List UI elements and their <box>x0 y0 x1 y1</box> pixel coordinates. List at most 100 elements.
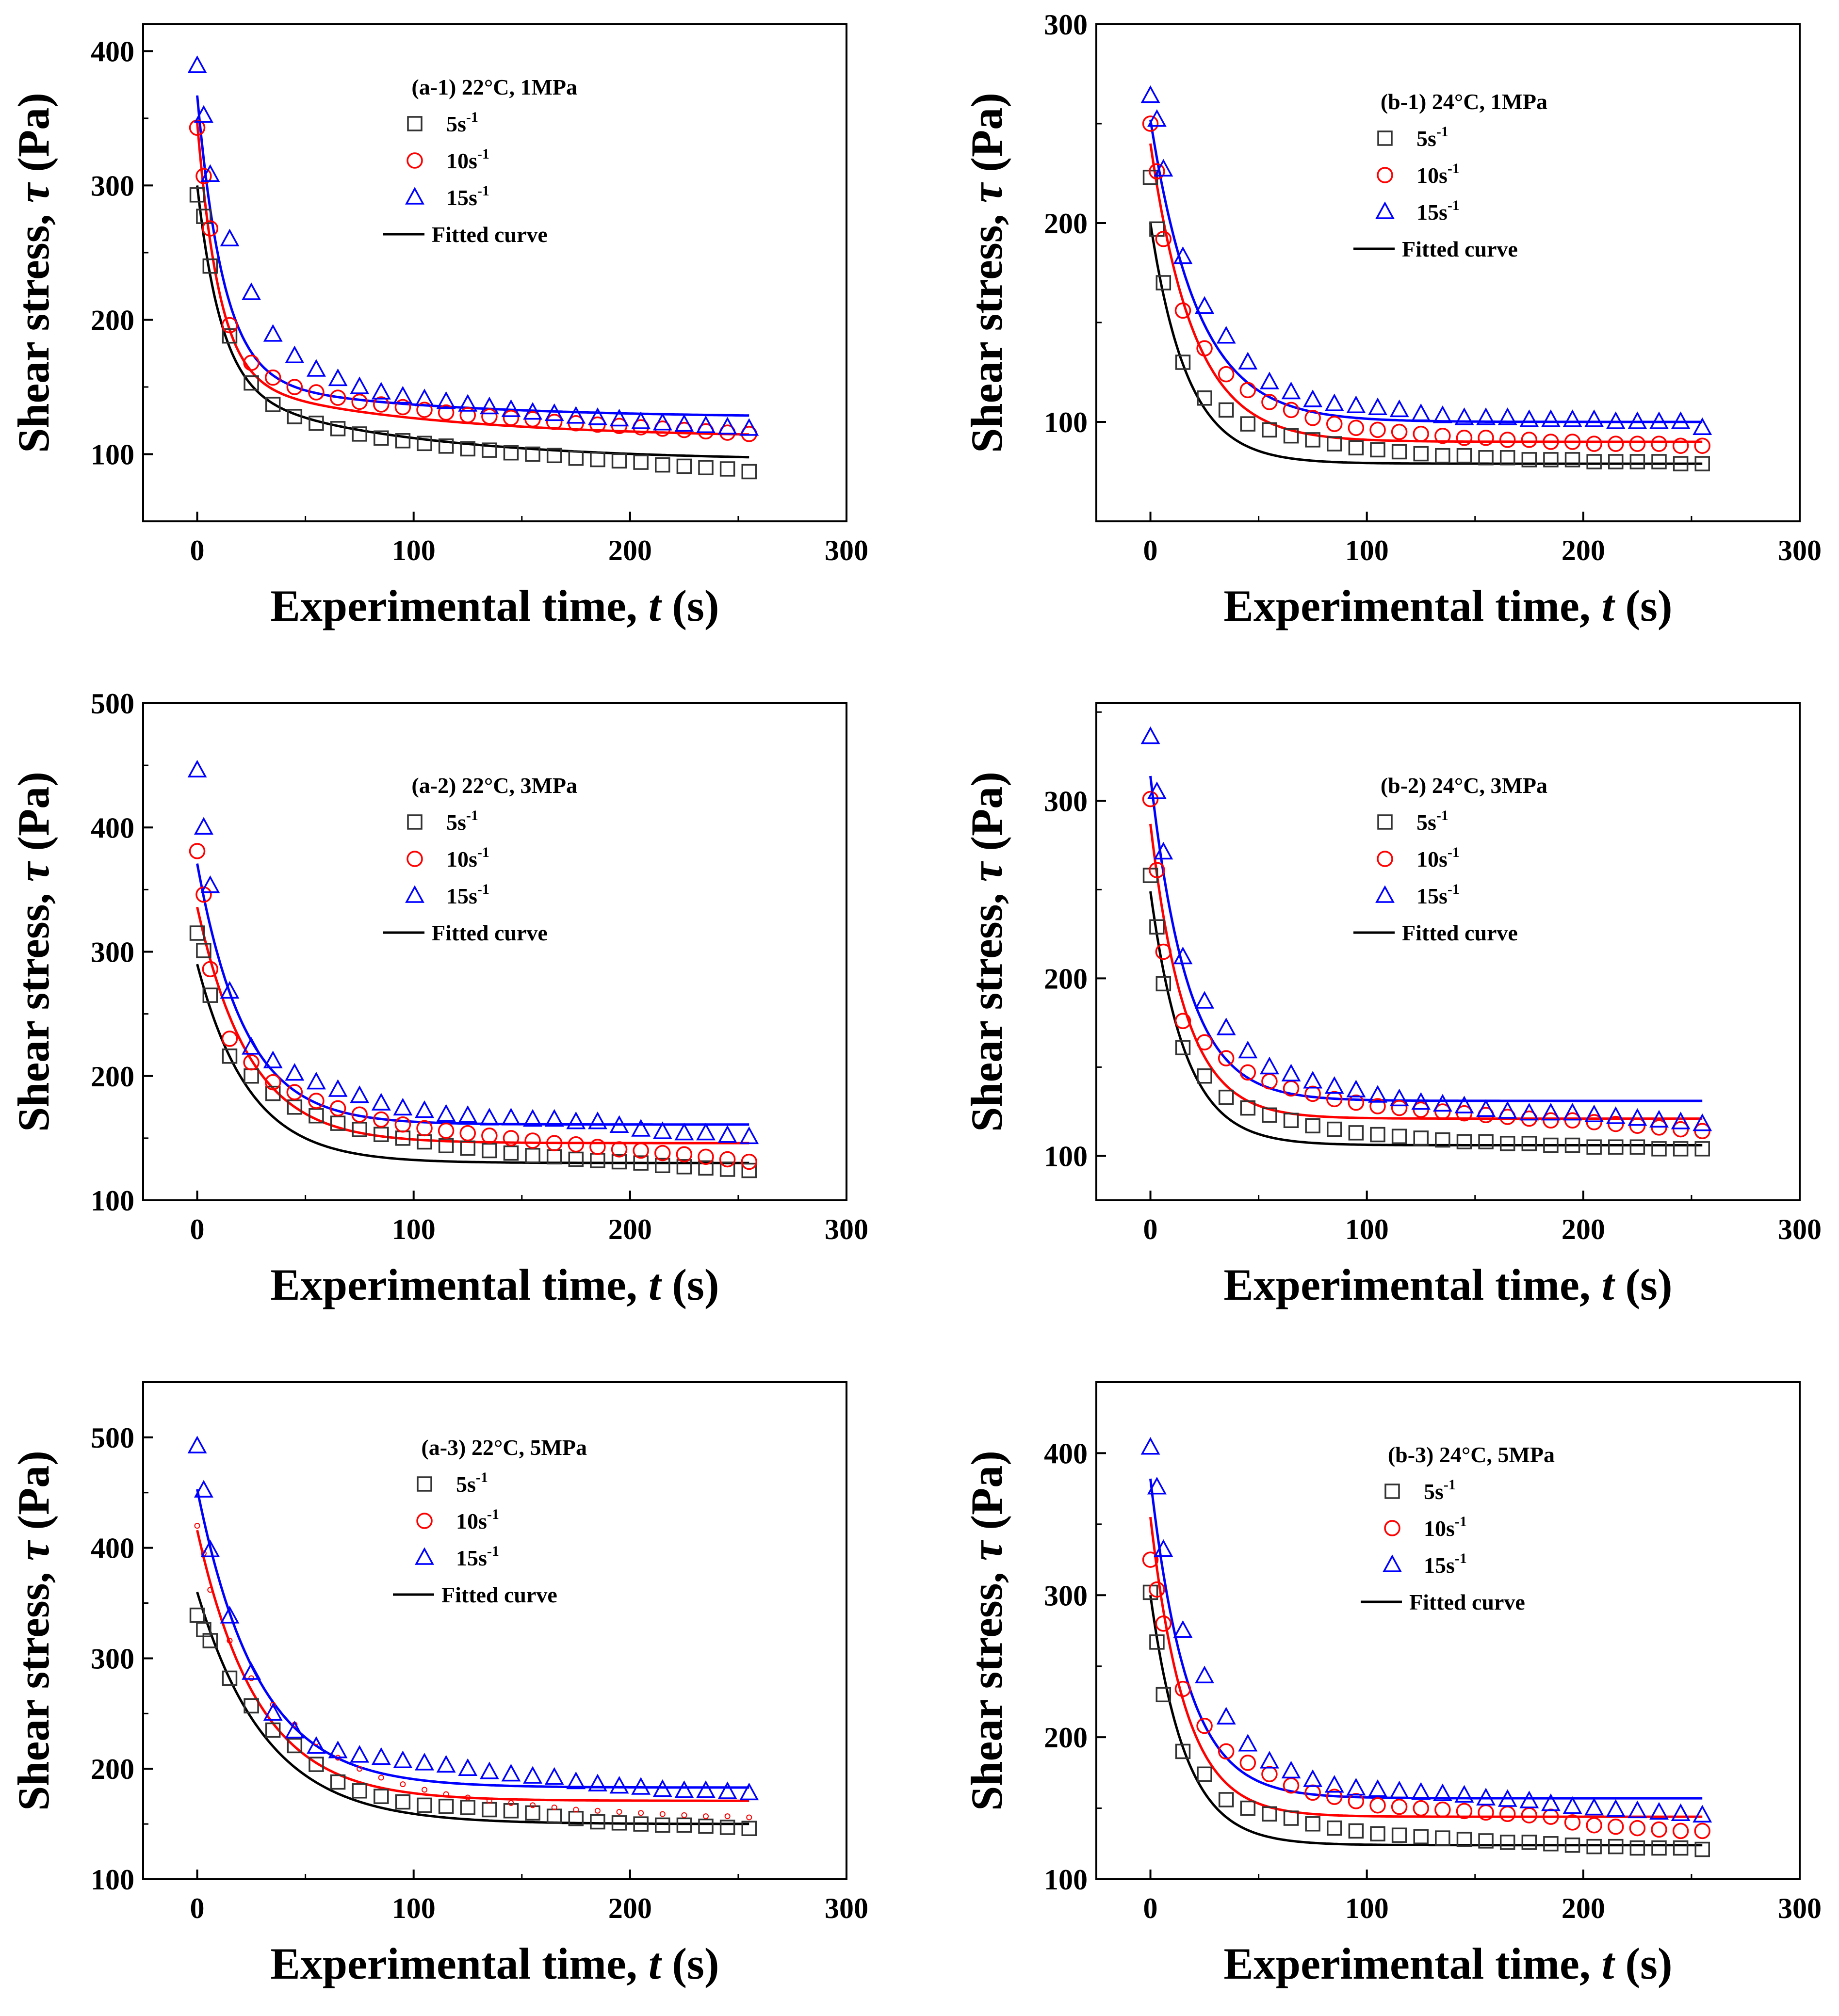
data-point-15s <box>674 1122 694 1141</box>
data-point-10s <box>724 1813 731 1820</box>
data-point-15s <box>1346 395 1366 413</box>
y-axis-title-unit: (Pa) <box>962 1451 1011 1541</box>
data-point-15s <box>1411 403 1431 421</box>
legend-label-base: 5s <box>446 810 466 835</box>
x-axis-title-unit: (s) <box>661 1260 719 1309</box>
data-point-15s <box>566 1771 586 1790</box>
data-point-15s <box>1497 1789 1517 1807</box>
x-tick-label: 100 <box>1345 1213 1389 1245</box>
data-point-15s <box>1140 85 1160 103</box>
data-point-15s <box>1519 1102 1539 1121</box>
data-point-15s <box>1281 1064 1301 1081</box>
data-point-15s <box>739 418 759 436</box>
data-point-15s <box>1649 1802 1669 1820</box>
data-point-5s <box>1435 448 1450 464</box>
data-point-15s <box>1154 159 1173 177</box>
legend-label-sup: -1 <box>477 844 489 860</box>
data-point-15s <box>1259 1056 1279 1075</box>
data-point-5s <box>374 1789 389 1804</box>
data-point-15s <box>1147 781 1167 799</box>
series-15s <box>1140 85 1712 435</box>
legend-marker-5s <box>1384 1484 1400 1499</box>
data-point-15s <box>1627 1108 1647 1126</box>
y-axis-title-text: Shear stress, <box>9 203 58 452</box>
data-point-5s <box>698 1160 714 1176</box>
data-point-5s <box>1197 1766 1212 1782</box>
data-point-15s <box>631 1119 651 1137</box>
data-point-10s <box>1326 1091 1343 1108</box>
data-point-15s <box>393 1750 413 1769</box>
data-point-10s <box>638 1810 644 1816</box>
data-point-5s <box>1327 436 1342 452</box>
data-point-5s <box>1521 1835 1537 1850</box>
data-point-15s <box>436 1104 456 1122</box>
y-tick-label: 300 <box>1044 785 1088 817</box>
legend-label-base: 5s <box>1416 126 1436 151</box>
data-point-5s <box>287 1738 303 1754</box>
series-5s <box>1142 1584 1710 1857</box>
data-point-10s <box>746 1814 752 1821</box>
data-point-15s <box>1584 1104 1604 1123</box>
data-point-10s <box>1672 437 1689 454</box>
legend-label-base: 5s <box>456 1472 476 1497</box>
x-tick-label: 100 <box>1345 534 1389 566</box>
data-point-15s <box>479 396 499 415</box>
data-point-5s <box>1413 1130 1429 1146</box>
data-point-10s <box>1196 340 1213 357</box>
data-point-5s <box>525 446 540 462</box>
series-15s <box>187 1435 759 1801</box>
fitted-curve-15s <box>1149 775 1703 1102</box>
x-axis-title: Experimental time, t (s) <box>1224 1939 1673 1988</box>
legend-label-fit: Fitted curve <box>1402 920 1518 945</box>
y-tick-label: 500 <box>91 688 134 720</box>
data-point-10s <box>719 1151 736 1168</box>
data-point-15s <box>328 1741 348 1758</box>
data-point-15s <box>1693 1113 1712 1131</box>
x-axis-title-unit: (s) <box>1614 1939 1672 1988</box>
series-5s <box>1142 868 1710 1157</box>
data-point-5s <box>1521 1136 1537 1151</box>
data-point-5s <box>525 1805 540 1821</box>
data-point-10s <box>1543 434 1559 450</box>
data-point-15s <box>479 1108 499 1126</box>
chart-a1: 0 100 200 300 100 200 300 400 Experimental time,… <box>9 23 868 630</box>
data-point-5s <box>202 258 218 274</box>
series-15s <box>1140 1437 1712 1822</box>
data-point-15s <box>1281 381 1301 400</box>
data-point-5s <box>633 1155 649 1171</box>
data-point-5s <box>1149 919 1165 935</box>
legend-label-sup: -1 <box>1448 197 1460 213</box>
data-point-5s <box>1327 1820 1342 1836</box>
data-point-10s <box>227 1638 233 1644</box>
data-point-15s <box>1649 411 1669 429</box>
data-point-15s <box>1216 1707 1236 1725</box>
data-point-10s <box>264 369 281 386</box>
data-point-5s <box>1413 1829 1429 1844</box>
data-point-15s <box>458 1105 478 1123</box>
x-tick-label: 200 <box>1562 534 1605 566</box>
y-axis-title-unit: (Pa) <box>962 93 1011 183</box>
data-point-5s <box>1155 976 1172 992</box>
data-point-15s <box>1562 1796 1582 1814</box>
data-point-15s <box>1238 1734 1258 1752</box>
data-point-15s <box>609 408 629 427</box>
data-point-10s <box>611 1141 628 1158</box>
legend-label-sup: -1 <box>1448 844 1460 860</box>
data-point-15s <box>194 105 213 123</box>
data-point-10s <box>1434 427 1451 444</box>
data-point-5s <box>1586 1839 1602 1855</box>
legend-label-base: 10s <box>1416 163 1448 188</box>
data-point-15s <box>187 55 207 73</box>
y-tick-label: 200 <box>1044 963 1088 995</box>
data-point-10s <box>195 168 212 184</box>
data-point-5s <box>1608 454 1624 469</box>
data-point-5s <box>395 1794 411 1810</box>
data-point-5s <box>309 1757 324 1772</box>
x-tick-label: 200 <box>608 1213 652 1245</box>
y-axis-title-text: Shear stress, <box>962 203 1011 452</box>
data-point-10s <box>1608 1818 1624 1835</box>
legend-label-5s: 5s-1 <box>446 109 478 136</box>
data-point-5s <box>244 1698 259 1714</box>
data-point-5s <box>503 1803 519 1819</box>
